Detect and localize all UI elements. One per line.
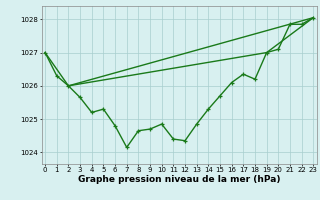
X-axis label: Graphe pression niveau de la mer (hPa): Graphe pression niveau de la mer (hPa) xyxy=(78,175,280,184)
